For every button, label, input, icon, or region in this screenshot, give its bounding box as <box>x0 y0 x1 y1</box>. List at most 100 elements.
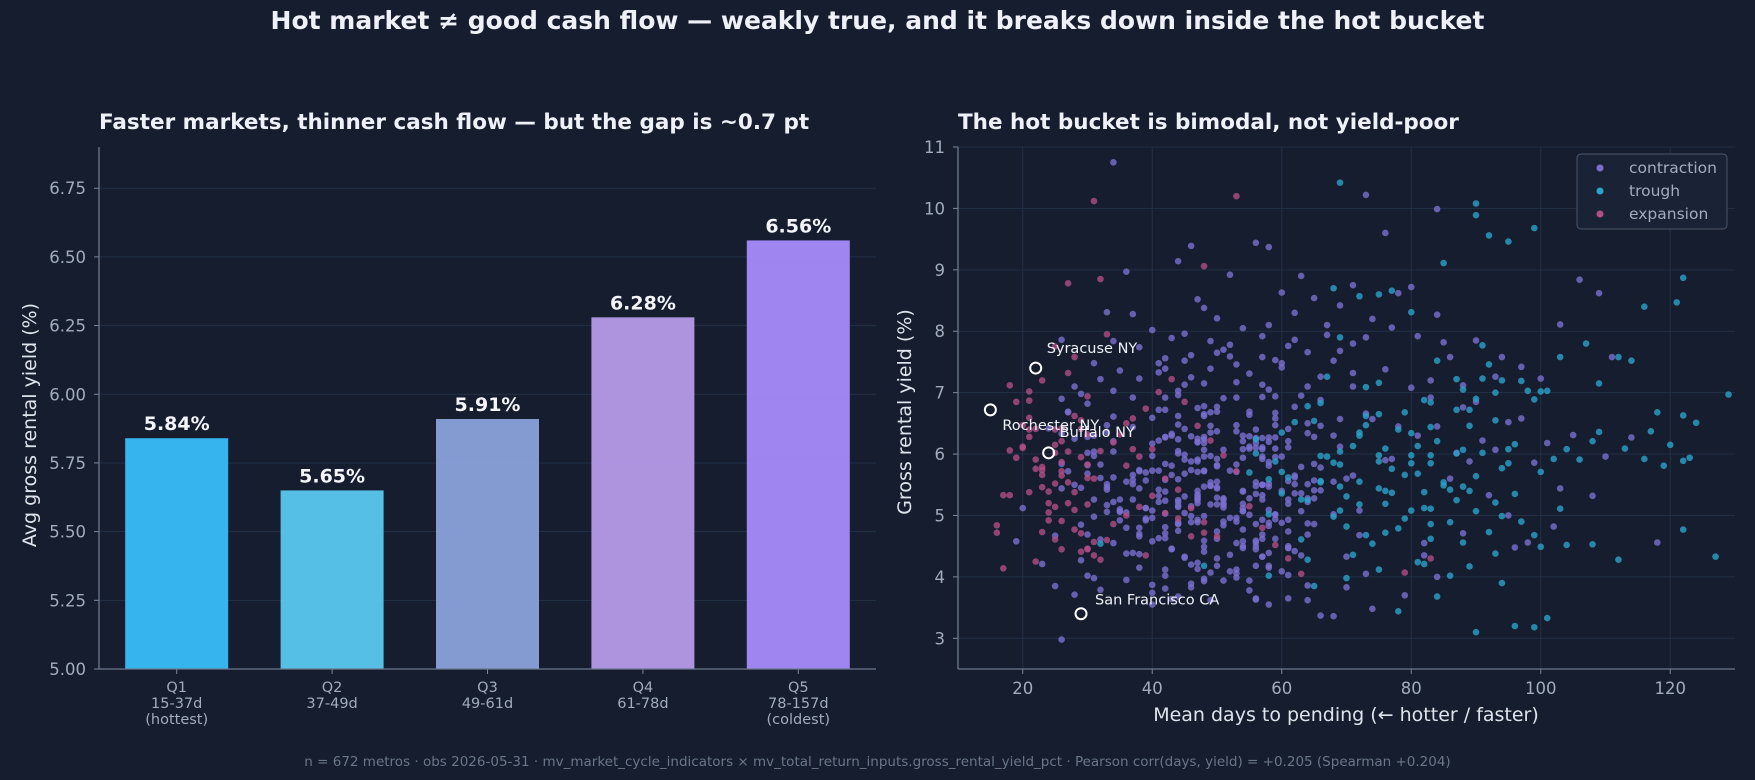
scatter-point-trough <box>1356 478 1363 485</box>
scatter-point-contraction <box>1200 304 1208 312</box>
scatter-point-trough <box>1459 483 1467 490</box>
scatter-point-contraction <box>1161 354 1169 362</box>
scatter-point-expansion <box>1077 453 1085 461</box>
scatter-point-contraction <box>1045 424 1052 432</box>
scatter-point-trough <box>1563 445 1570 453</box>
scatter-point-expansion <box>1284 555 1292 562</box>
scatter-point-contraction <box>1155 534 1163 542</box>
scatter-point-expansion <box>1025 426 1033 433</box>
scatter-point-contraction <box>1356 507 1363 514</box>
scatter-point-trough <box>1420 560 1428 568</box>
legend-box <box>1576 153 1728 230</box>
scatter-point-contraction <box>1207 337 1214 345</box>
bar-y-ticks: 5.00 5.25 5.50 5.75 6.00 6.25 6.50 6.75 <box>49 179 99 679</box>
scatter-point-contraction <box>1071 383 1078 390</box>
scatter-point-contraction <box>1323 321 1331 329</box>
scatter-point-contraction <box>1284 516 1292 524</box>
scatter-point-expansion <box>1174 486 1182 493</box>
scatter-point-contraction <box>1265 243 1273 251</box>
scatter-point-contraction <box>1265 462 1273 470</box>
scatter-point-contraction <box>1595 289 1603 297</box>
scatter-point-contraction <box>1369 415 1376 423</box>
scatter-point-contraction <box>1278 364 1286 371</box>
bar-y-tick-label: 5.75 <box>49 454 86 473</box>
scatter-y-tick-label: 4 <box>935 568 946 587</box>
scatter-point-contraction <box>1446 475 1454 482</box>
scatter-point-contraction <box>1369 605 1376 613</box>
scatter-point-contraction <box>1142 477 1150 484</box>
scatter-point-contraction <box>1200 483 1208 490</box>
bar-x-tick-label: 78-157d <box>768 696 829 712</box>
scatter-point-expansion <box>1084 393 1091 400</box>
scatter-point-trough <box>1446 572 1454 579</box>
scatter-point-trough <box>1615 556 1622 563</box>
scatter-point-contraction <box>1213 528 1221 535</box>
scatter-point-contraction <box>1220 394 1227 402</box>
scatter-point-trough <box>1453 450 1460 457</box>
scatter-point-expansion <box>1401 569 1409 576</box>
scatter-point-trough <box>1375 451 1383 459</box>
scatter-point-contraction <box>1336 415 1344 423</box>
scatter-point-contraction <box>1136 467 1143 475</box>
scatter-point-contraction <box>1297 272 1305 280</box>
scatter-point-contraction <box>1181 509 1188 517</box>
scatter-point-contraction <box>1187 561 1195 568</box>
scatter-point-trough <box>1505 238 1512 245</box>
scatter-point-trough <box>1556 505 1564 513</box>
scatter-point-contraction <box>1090 574 1098 582</box>
scatter-point-contraction <box>1246 511 1253 519</box>
scatter-point-trough <box>1330 284 1337 292</box>
scatter-point-contraction <box>1291 474 1298 481</box>
scatter-point-contraction <box>1336 302 1344 309</box>
scatter-point-contraction <box>1246 587 1253 594</box>
scatter-point-expansion <box>1064 280 1072 287</box>
scatter-point-contraction <box>1492 373 1499 380</box>
scatter-point-contraction <box>1654 539 1661 546</box>
scatter-point-contraction <box>1505 512 1512 519</box>
scatter-point-trough <box>1200 562 1208 570</box>
scatter-point-trough <box>1323 453 1331 460</box>
scatter-point-expansion <box>1097 447 1104 455</box>
scatter-point-expansion <box>1097 556 1104 563</box>
scatter-point-trough <box>1401 515 1409 522</box>
scatter-point-contraction <box>1233 566 1240 573</box>
scatter-point-contraction <box>1161 488 1169 495</box>
scatter-point-expansion <box>1038 377 1046 384</box>
scatter-point-expansion <box>993 529 1001 536</box>
scatter-point-trough <box>1336 461 1344 468</box>
scatter-point-contraction <box>1420 539 1428 547</box>
scatter-point-trough <box>1297 536 1305 543</box>
scatter-point-contraction <box>1103 308 1111 316</box>
scatter-point-contraction <box>1103 508 1111 516</box>
bar <box>280 490 384 669</box>
bar <box>746 240 850 669</box>
scatter-point-contraction <box>1226 341 1234 349</box>
scatter-point-trough <box>1725 391 1732 398</box>
scatter-point-contraction <box>1226 551 1234 559</box>
scatter-point-trough <box>1362 531 1370 539</box>
scatter-point-expansion <box>1174 515 1182 522</box>
scatter-point-contraction <box>1271 535 1279 543</box>
scatter-point-trough <box>1479 375 1486 382</box>
scatter-point-trough <box>1401 408 1409 416</box>
scatter-point-trough <box>1323 373 1331 380</box>
scatter-point-contraction <box>1148 589 1156 597</box>
scatter-point-contraction <box>1174 387 1182 395</box>
scatter-point-trough <box>1375 379 1383 387</box>
scatter-point-contraction <box>1194 435 1201 443</box>
legend-marker <box>1596 164 1604 172</box>
scatter-point-contraction <box>1472 337 1480 344</box>
scatter-point-expansion <box>1427 555 1434 562</box>
scatter-point-trough <box>1621 445 1629 452</box>
scatter-point-contraction <box>1213 315 1221 322</box>
scatter-point-trough <box>1505 459 1512 467</box>
scatter-point-expansion <box>1019 421 1027 429</box>
scatter-point-contraction <box>1155 437 1163 444</box>
scatter-point-trough <box>1530 396 1538 403</box>
scatter-point-trough <box>1395 607 1402 615</box>
scatter-point-contraction <box>1174 450 1182 457</box>
scatter-point-trough <box>1310 417 1318 425</box>
scatter-point-expansion <box>1110 439 1117 446</box>
